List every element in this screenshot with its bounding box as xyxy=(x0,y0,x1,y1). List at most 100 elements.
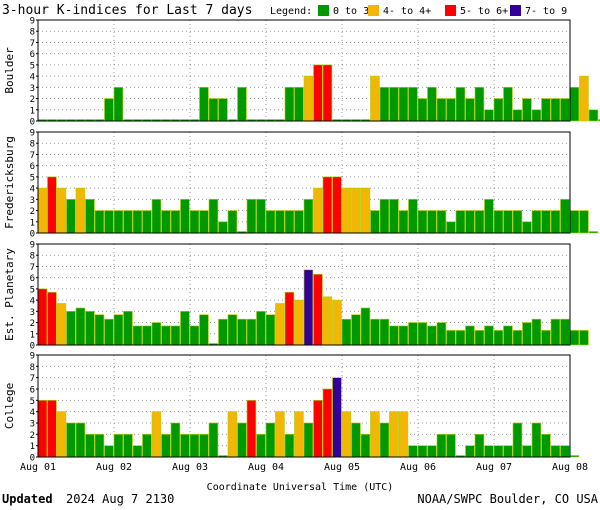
k-index-bar xyxy=(550,445,561,458)
y-tick-label: 2 xyxy=(30,319,35,329)
k-index-bar xyxy=(379,422,390,458)
k-index-bar xyxy=(465,210,475,234)
k-index-bar xyxy=(560,318,570,346)
k-index-bar xyxy=(56,187,67,234)
k-index-bar xyxy=(161,434,171,458)
x-tick-label: Aug 04 xyxy=(248,462,284,473)
k-index-bar xyxy=(303,422,314,458)
k-index-bar xyxy=(560,445,570,458)
y-tick-label: 4 xyxy=(30,297,35,307)
k-index-bar xyxy=(303,199,314,234)
k-index-bar xyxy=(151,199,162,234)
x-axis-label: Coordinate Universal Time (UTC) xyxy=(207,482,394,493)
k-index-bar xyxy=(436,322,447,346)
panel-frame xyxy=(37,354,571,458)
k-index-bar xyxy=(294,87,304,122)
k-index-bar xyxy=(579,330,589,346)
y-tick-label: 5 xyxy=(30,285,35,295)
k-index-bar xyxy=(218,318,228,346)
k-index-bar xyxy=(313,273,323,346)
k-index-bar xyxy=(379,199,390,234)
k-index-bar xyxy=(303,75,314,122)
k-index-bar xyxy=(123,434,133,458)
k-index-bar xyxy=(436,210,447,234)
k-index-bar xyxy=(360,307,371,346)
k-index-bar xyxy=(227,314,238,346)
k-index-bar xyxy=(284,87,295,122)
y-tick-label: 9 xyxy=(30,17,35,27)
k-index-bar xyxy=(455,210,466,234)
y-tick-label: 7 xyxy=(30,374,35,384)
k-index-bar xyxy=(550,210,561,234)
k-index-bar xyxy=(455,87,466,122)
k-index-bar xyxy=(237,87,247,122)
k-index-bar xyxy=(104,210,114,234)
y-tick-label: 5 xyxy=(30,173,35,183)
y-tick-label: 3 xyxy=(30,420,35,430)
y-tick-label: 8 xyxy=(30,363,35,373)
y-tick-label: 1 xyxy=(30,106,35,116)
k-index-bar xyxy=(474,210,485,234)
k-index-bar xyxy=(503,210,513,234)
y-tick-label: 9 xyxy=(30,241,35,251)
y-tick-label: 1 xyxy=(30,330,35,340)
k-index-bar xyxy=(446,434,456,458)
k-index-bar xyxy=(465,445,475,458)
y-tick-label: 1 xyxy=(30,442,35,452)
k-index-bar xyxy=(208,98,219,122)
k-index-bar xyxy=(550,318,561,346)
k-index-bar xyxy=(199,434,209,458)
k-index-bar xyxy=(66,199,76,234)
k-index-bar xyxy=(522,98,532,122)
k-index-bar xyxy=(332,299,342,346)
k-index-bar xyxy=(284,434,295,458)
k-index-bar xyxy=(208,422,219,458)
k-index-bar xyxy=(294,411,304,458)
legend: Legend: 0 to 3+ 4- to 4+ 5- to 6+ 7- to 9 xyxy=(270,5,567,17)
y-tick-label: 0 xyxy=(30,342,35,352)
k-index-bar xyxy=(94,314,105,346)
k-index-bar xyxy=(408,322,418,346)
k-index-bar xyxy=(389,199,399,234)
k-index-bar xyxy=(465,325,475,346)
k-index-bar xyxy=(94,210,105,234)
k-index-bar xyxy=(484,199,494,234)
k-index-bar xyxy=(151,411,162,458)
k-index-bar xyxy=(379,87,390,122)
k-index-bar xyxy=(227,411,238,458)
k-index-bar xyxy=(189,210,200,234)
k-index-bar xyxy=(436,434,447,458)
k-index-bar xyxy=(370,318,380,346)
k-index-bar xyxy=(427,87,437,122)
panel-frame xyxy=(37,243,571,346)
k-index-bar xyxy=(484,445,494,458)
k-index-bar xyxy=(322,388,333,458)
k-index-bar xyxy=(180,434,190,458)
k-index-bar xyxy=(246,400,257,458)
k-index-bar xyxy=(427,325,437,346)
y-tick-label: 9 xyxy=(30,129,35,139)
updated-value: 2024 Aug 7 2130 xyxy=(66,492,174,506)
k-index-bar xyxy=(341,318,352,346)
y-tick-label: 7 xyxy=(30,151,35,161)
k-index-bar xyxy=(180,199,190,234)
k-index-bar xyxy=(75,187,86,234)
k-index-bar xyxy=(132,210,143,234)
x-tick-labels: Aug 01 Aug 02 Aug 03 Aug 04 Aug 05 Aug 06 Aug … xyxy=(20,462,588,473)
k-index-bar xyxy=(446,98,456,122)
y-tick-label: 2 xyxy=(30,95,35,105)
k-index-bar xyxy=(522,221,532,234)
k-index-bar xyxy=(417,322,428,346)
station-label: Boulder xyxy=(3,47,16,94)
k-index-bar xyxy=(474,87,485,122)
k-index-bar xyxy=(246,318,257,346)
k-index-bar xyxy=(474,434,485,458)
y-tick-label: 8 xyxy=(30,28,35,38)
k-index-bar xyxy=(113,87,124,122)
k-index-bar xyxy=(408,445,418,458)
k-index-bar xyxy=(294,210,304,234)
k-index-bar xyxy=(408,199,418,234)
legend-swatch xyxy=(445,5,456,16)
k-index-bar xyxy=(47,291,57,346)
